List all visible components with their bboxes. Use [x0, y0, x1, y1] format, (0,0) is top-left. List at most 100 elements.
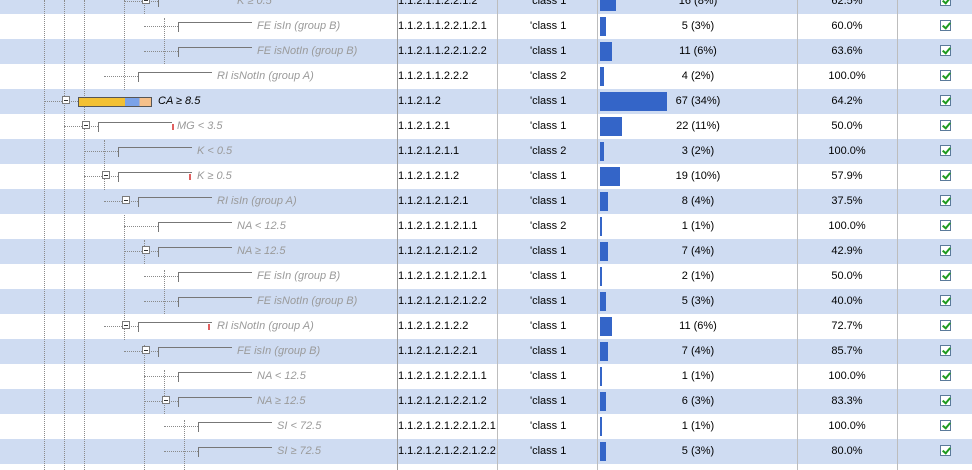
- checkbox-checked-icon[interactable]: [940, 395, 951, 406]
- table-row[interactable]: 1.1.2.1.2.1.2.2.1 'class 1 7 (4%) 85.7%: [0, 339, 972, 364]
- checkbox-checked-icon[interactable]: [940, 320, 951, 331]
- table-row[interactable]: 1.1.2.1.2.1.2.1.1 'class 2 1 (1%) 100.0%: [0, 214, 972, 239]
- tree-node[interactable]: NA < 12.5: [0, 364, 397, 389]
- tree-node[interactable]: K ≥ 0.5: [0, 164, 397, 189]
- node-histogram: [178, 397, 252, 407]
- tree-node[interactable]: K ≥ 0.5: [0, 0, 397, 14]
- support-count: 7 (4%): [681, 245, 715, 257]
- predicted-class: 'class 1: [530, 195, 567, 207]
- confidence-percent: 100.0%: [828, 420, 866, 432]
- table-row[interactable]: 1.1.2.1.2.1.1 'class 2 3 (2%) 100.0%: [0, 139, 972, 164]
- node-label: RI isNotIn (group A): [217, 320, 314, 332]
- checkbox-checked-icon[interactable]: [940, 0, 951, 6]
- checkbox-checked-icon[interactable]: [940, 420, 951, 431]
- minus-box-icon[interactable]: [142, 246, 150, 254]
- tree-node[interactable]: FE isNotIn (group B): [0, 39, 397, 64]
- checkbox-checked-icon[interactable]: [940, 145, 951, 156]
- predicted-class: 'class 1: [530, 320, 567, 332]
- tree-node[interactable]: FE isIn (group B): [0, 14, 397, 39]
- table-row[interactable]: 1.1.2.1.2.1.2.1.2.1 'class 1 2 (1%) 50.0%: [0, 264, 972, 289]
- minus-box-icon[interactable]: [102, 171, 110, 179]
- column-divider: [497, 0, 498, 470]
- include-cell: [898, 39, 972, 64]
- include-cell: [898, 14, 972, 39]
- checkbox-checked-icon[interactable]: [940, 45, 951, 56]
- node-id: 1.1.2.1.2.1.2.2: [398, 320, 469, 332]
- predicted-class: 'class 1: [530, 420, 567, 432]
- table-row[interactable]: 1.1.2.1.2.1 'class 1 22 (11%) 50.0%: [0, 114, 972, 139]
- checkbox-checked-icon[interactable]: [940, 245, 951, 256]
- confidence-percent: 62.5%: [831, 0, 863, 7]
- tree-node[interactable]: CA ≥ 8.5: [0, 89, 397, 114]
- checkbox-checked-icon[interactable]: [940, 170, 951, 181]
- confidence-percent: 50.0%: [831, 120, 863, 132]
- node-label: RI isNotIn (group A): [217, 70, 314, 82]
- checkbox-checked-icon[interactable]: [940, 195, 951, 206]
- confidence-percent: 83.3%: [831, 395, 863, 407]
- node-histogram-marker: [172, 124, 174, 130]
- node-histogram: [198, 447, 272, 457]
- tree-node[interactable]: K < 0.5: [0, 139, 397, 164]
- table-row[interactable]: 1.1.2.1.2.1.2.2.1.2.2 'class 1 5 (3%) 80.0%: [0, 439, 972, 464]
- tree-node[interactable]: NA ≥ 12.5: [0, 239, 397, 264]
- tree-node[interactable]: FE isIn (group B): [0, 339, 397, 364]
- tree-node[interactable]: FE isNotIn (group B): [0, 289, 397, 314]
- confidence-percent: 100.0%: [828, 70, 866, 82]
- tree-guide-line: [144, 0, 145, 14]
- support-count: 22 (11%): [676, 120, 720, 132]
- table-row[interactable]: 1.1.2.1.2 'class 1 67 (34%) 64.2%: [0, 89, 972, 114]
- checkbox-checked-icon[interactable]: [940, 370, 951, 381]
- minus-box-icon[interactable]: [122, 321, 130, 329]
- support-bar: [600, 267, 602, 286]
- node-label: FE isIn (group B): [257, 270, 341, 282]
- tree-guide-line: [144, 345, 145, 470]
- confidence-percent: 85.7%: [831, 345, 863, 357]
- table-row[interactable]: 1.1.2.1.2.1.2.2 'class 1 11 (6%) 72.7%: [0, 314, 972, 339]
- checkbox-checked-icon[interactable]: [940, 345, 951, 356]
- tree-node[interactable]: MG < 3.5: [0, 114, 397, 139]
- checkbox-checked-icon[interactable]: [940, 295, 951, 306]
- confidence-percent: 42.9%: [831, 245, 863, 257]
- support-count: 19 (10%): [675, 170, 721, 182]
- table-row[interactable]: 1.1.2.1.1.2.2.1.2 'class 1 16 (8%) 62.5%: [0, 0, 972, 14]
- table-row[interactable]: 1.1.2.1.1.2.2.2 'class 2 4 (2%) 100.0%: [0, 64, 972, 89]
- column-divider: [597, 0, 598, 470]
- tree-node[interactable]: NA ≥ 12.5: [0, 389, 397, 414]
- include-cell: [898, 264, 972, 289]
- table-row[interactable]: 1.1.2.1.2.1.2.2.1.2.1 'class 1 1 (1%) 100.0…: [0, 414, 972, 439]
- predicted-class: 'class 1: [530, 245, 567, 257]
- checkbox-checked-icon[interactable]: [940, 120, 951, 131]
- checkbox-checked-icon[interactable]: [940, 20, 951, 31]
- table-row[interactable]: 1.1.2.1.2.1.2.1 'class 1 8 (4%) 37.5%: [0, 189, 972, 214]
- minus-box-icon[interactable]: [162, 396, 170, 404]
- checkbox-checked-icon[interactable]: [940, 220, 951, 231]
- minus-box-icon[interactable]: [142, 346, 150, 354]
- table-row[interactable]: 1.1.2.1.2.1.2.1.2 'class 1 7 (4%) 42.9%: [0, 239, 972, 264]
- support-bar: [600, 392, 606, 411]
- node-id: 1.1.2.1.2.1.2.1.2: [398, 245, 478, 257]
- tree-node[interactable]: RI isIn (group A): [0, 189, 397, 214]
- tree-node[interactable]: RI isNotIn (group A): [0, 314, 397, 339]
- checkbox-checked-icon[interactable]: [940, 270, 951, 281]
- tree-node[interactable]: RI isNotIn (group A): [0, 64, 397, 89]
- tree-node[interactable]: SI < 72.5: [0, 414, 397, 439]
- include-cell: [898, 214, 972, 239]
- confidence-percent: 63.6%: [831, 45, 863, 57]
- checkbox-checked-icon[interactable]: [940, 445, 951, 456]
- support-count: 8 (4%): [681, 195, 715, 207]
- checkbox-checked-icon[interactable]: [940, 95, 951, 106]
- table-row[interactable]: 1.1.2.1.2.1.2.1.2.2 'class 1 5 (3%) 40.0%: [0, 289, 972, 314]
- node-label: MG < 3.5: [177, 120, 223, 132]
- minus-box-icon[interactable]: [62, 96, 70, 104]
- minus-box-icon[interactable]: [122, 196, 130, 204]
- minus-box-icon[interactable]: [142, 0, 150, 4]
- checkbox-checked-icon[interactable]: [940, 70, 951, 81]
- minus-box-icon[interactable]: [82, 121, 90, 129]
- node-histogram: [138, 72, 212, 82]
- table-row[interactable]: 1.1.2.1.2.1.2 'class 1 19 (10%) 57.9%: [0, 164, 972, 189]
- tree-branch-line: [144, 376, 178, 377]
- node-id: 1.1.2.1.2.1.2.2.1.2.2: [398, 445, 496, 457]
- tree-node[interactable]: SI ≥ 72.5: [0, 439, 397, 464]
- tree-node[interactable]: FE isIn (group B): [0, 264, 397, 289]
- tree-node[interactable]: NA < 12.5: [0, 214, 397, 239]
